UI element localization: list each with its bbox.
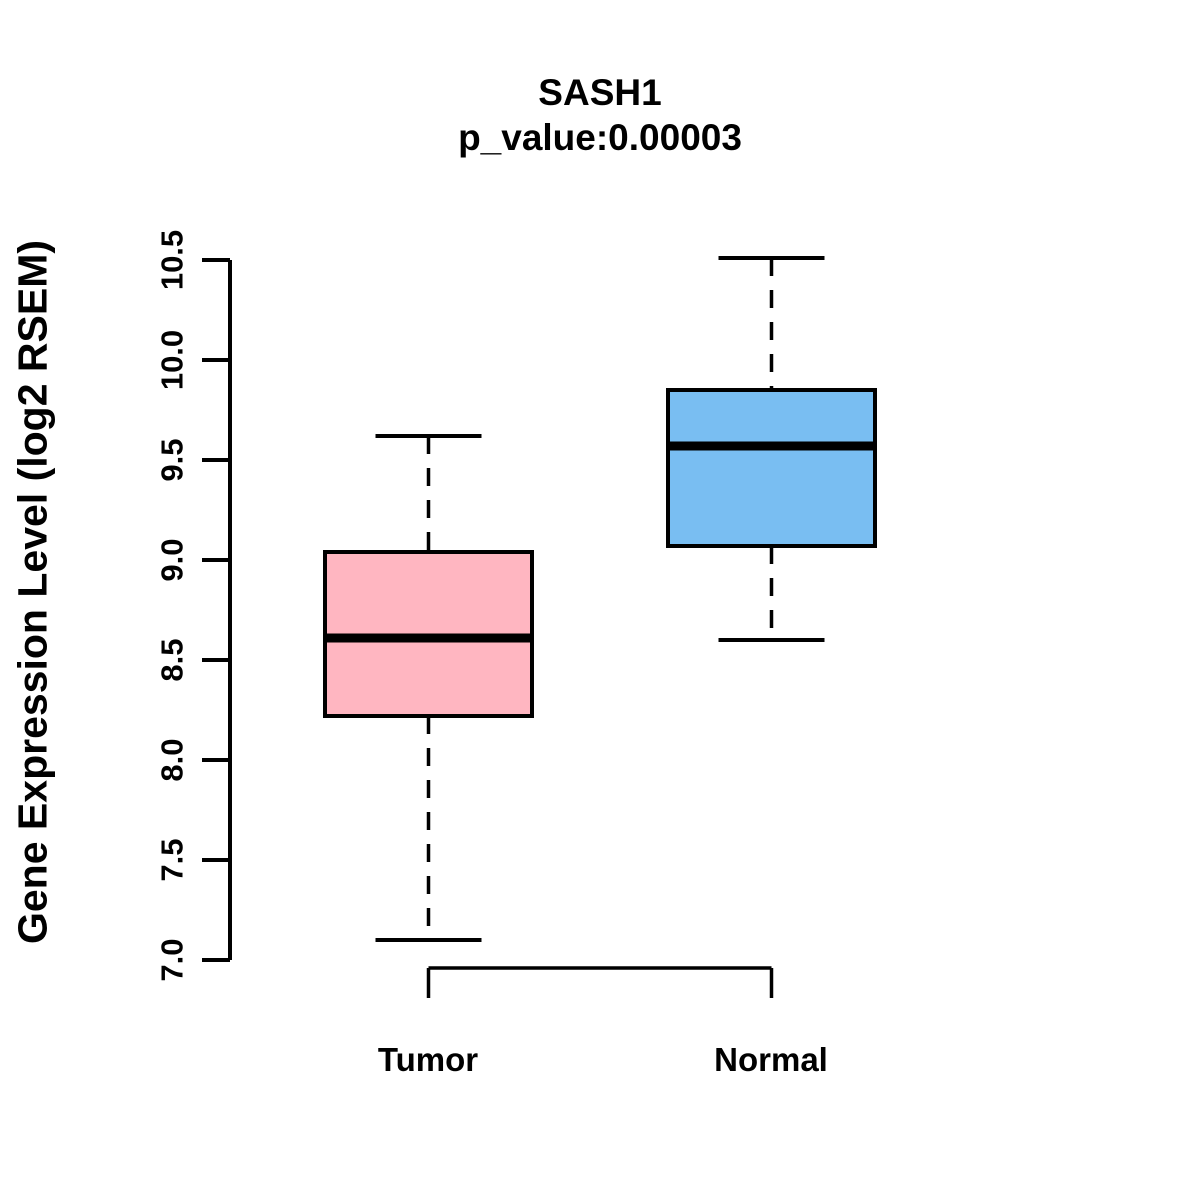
y-tick-label: 8.0 — [155, 738, 190, 781]
box-normal — [666, 388, 877, 548]
y-tick-label: 10.5 — [155, 230, 190, 290]
y-tick-label: 7.5 — [155, 838, 190, 881]
chart-subtitle: p_value:0.00003 — [458, 117, 742, 158]
y-tick-label: 8.5 — [155, 638, 190, 681]
chart-title: SASH1 — [538, 72, 662, 113]
x-tick-label-tumor: Tumor — [377, 1041, 479, 1078]
y-tick-label: 10.0 — [155, 330, 190, 390]
y-tick-label: 9.0 — [155, 538, 190, 581]
x-tick-label-normal: Normal — [714, 1041, 828, 1078]
y-tick-label: 9.5 — [155, 438, 190, 481]
y-tick-label: 7.0 — [155, 938, 190, 981]
